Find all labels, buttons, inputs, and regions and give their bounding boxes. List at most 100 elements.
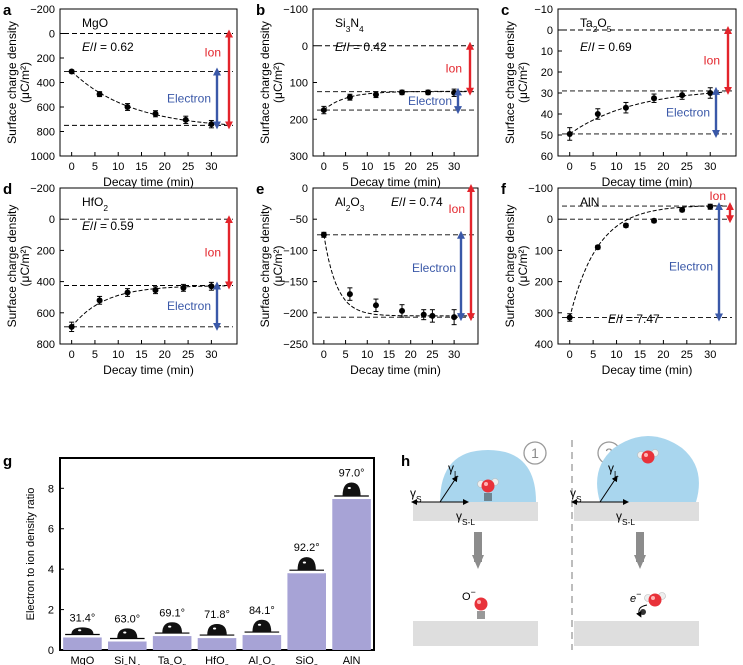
y-tick-label: 0 [302,41,308,53]
y-tick-label: 8 [48,483,54,495]
y-tick-label: 200 [290,114,308,126]
surface-tension-label: γS [570,486,582,504]
x-tick-label: 0 [69,349,75,361]
ratio-label: E/I = 7.47 [608,312,660,326]
electron-label: Electron [167,299,211,313]
data-point [451,314,458,321]
bar [197,638,237,650]
droplet [342,482,361,497]
substrate [244,632,280,636]
ratio-label: E/I = 0.74 [391,195,443,209]
data-point [208,121,215,128]
ratio-label: E/I = 0.42 [335,40,387,54]
data-point [180,284,187,291]
electron-label: Electron [167,91,211,105]
x-tick-label: 0 [321,161,327,173]
surface-tension-label: γS-L [616,509,635,527]
plot-frame [312,187,479,345]
x-tick-label: 10 [112,161,124,173]
oxygen-highlight [644,453,648,457]
x-tick-label: 0 [567,349,573,361]
x-tick-label: 30 [704,349,716,361]
data-point [68,323,75,330]
water-molecule [644,592,666,607]
x-axis-label: Decay time (min) [602,363,693,377]
fit-curve [569,91,725,135]
category-label: MgO [70,655,94,665]
droplet [162,622,183,634]
y-tick-label: 0 [48,645,54,657]
electron-label: Electron [412,261,456,275]
data-point [346,291,353,298]
contact-angle-label: 63.0° [114,613,140,625]
y-tick-label: −200 [283,308,308,320]
category-label: SiO2 [295,655,318,665]
data-point [320,231,327,238]
ratio-label: E/I = 0.62 [82,40,134,54]
y-tick-label: −200 [30,183,55,195]
droplet [252,619,272,633]
panel-f: f −100 0 100 200 300 400 0 5 10 15 20 25 30 Decay time… [501,181,737,377]
x-tick-label: 10 [610,161,622,173]
y-tick-label: 600 [37,102,55,114]
y-tick-label: 40 [541,109,553,121]
data-point [208,283,215,290]
plot-frame [59,8,238,157]
material-label: MgO [82,16,108,30]
substrate [65,634,100,638]
data-point [425,89,432,96]
material-label: AlN [580,195,599,209]
data-point [451,89,458,96]
contact-angle-label: 97.0° [339,468,365,480]
electron-label: Electron [669,260,713,274]
material-label: Al2O3 [335,195,365,213]
y-tick-label: 800 [37,127,55,139]
data-point [679,206,686,213]
water-molecule [477,478,499,493]
data-point [96,297,103,304]
contact-angle-label: 71.8° [204,609,230,621]
y-tick-label: 0 [49,214,55,226]
droplet-highlight [212,627,217,630]
droplet-highlight [257,623,262,626]
fit-curve [71,285,226,328]
panel-a: a −200 0 200 400 600 800 1000 0 5 10 15 20 25 30 Decay … [3,2,238,189]
substrate [289,570,325,574]
x-tick-label: 30 [205,161,217,173]
material-label: Si3N4 [335,16,364,34]
x-tick-label: 5 [343,161,349,173]
ion-label: Ion [703,53,720,67]
y-tick-label: 100 [290,78,308,90]
y-tick-label: −100 [283,245,308,257]
category-label: AlN [343,655,361,665]
x-tick-label: 30 [704,161,716,173]
category-label: HfO2 [205,655,229,665]
droplet [71,627,94,635]
y-tick-label: 400 [37,78,55,90]
bar [63,637,102,650]
y-tick-label: 10 [541,46,553,58]
data-point [707,90,714,96]
data-point [372,91,379,98]
bar [332,499,371,650]
y-tick-label: 6 [48,524,54,536]
step-circle [523,441,547,465]
data-point [594,111,601,117]
x-tick-label: 15 [135,349,147,361]
x-tick-label: 15 [383,161,395,173]
substrate [109,638,145,642]
substrate [413,502,538,521]
bar [107,641,147,650]
x-tick-label: 25 [681,161,693,173]
oxygen-atom [641,450,655,464]
ion-label: Ion [445,62,462,76]
y-tick-label: −200 [30,4,55,16]
y-tick-label: −250 [283,339,308,351]
x-tick-label: 20 [159,349,171,361]
water-droplet [597,436,699,502]
panel-label: a [3,2,12,19]
data-point [372,302,379,309]
data-point [566,314,573,321]
x-axis-label: Decay time (min) [103,175,194,189]
